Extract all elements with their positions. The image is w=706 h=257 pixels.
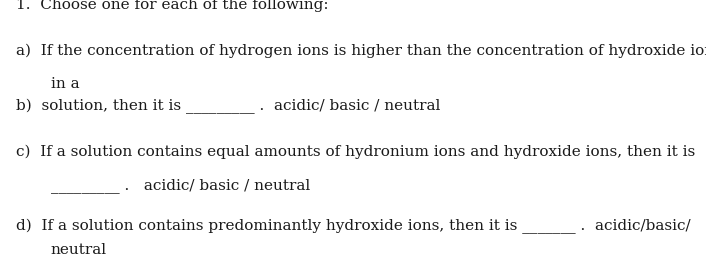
- Text: in a: in a: [51, 77, 80, 91]
- Text: c)  If a solution contains equal amounts of hydronium ions and hydroxide ions, t: c) If a solution contains equal amounts …: [16, 145, 695, 159]
- Text: d)  If a solution contains predominantly hydroxide ions, then it is _______ .  a: d) If a solution contains predominantly …: [16, 219, 690, 234]
- Text: a)  If the concentration of hydrogen ions is higher than the concentration of hy: a) If the concentration of hydrogen ions…: [16, 43, 706, 58]
- Text: 1.  Choose one for each of the following:: 1. Choose one for each of the following:: [16, 0, 328, 12]
- Text: neutral: neutral: [51, 243, 107, 257]
- Text: _________ .   acidic/ basic / neutral: _________ . acidic/ basic / neutral: [51, 178, 310, 193]
- Text: b)  solution, then it is _________ .  acidic/ basic / neutral: b) solution, then it is _________ . acid…: [16, 99, 440, 114]
